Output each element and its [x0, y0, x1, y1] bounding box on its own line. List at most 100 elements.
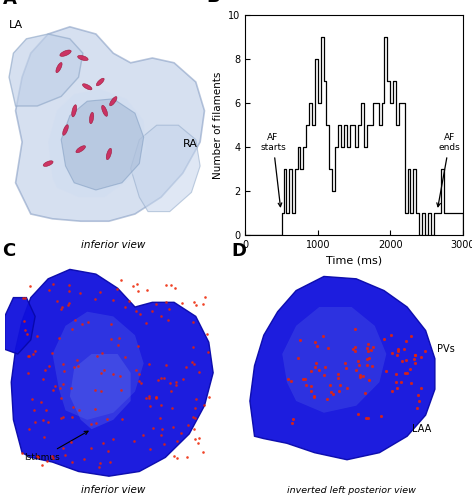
- Point: [98, 350, 105, 358]
- Point: [37, 398, 44, 406]
- Point: [31, 406, 38, 414]
- Point: [50, 454, 57, 462]
- Polygon shape: [70, 354, 131, 429]
- Point: [360, 372, 367, 380]
- Point: [129, 282, 136, 290]
- Point: [200, 401, 208, 409]
- Point: [65, 281, 72, 289]
- Point: [190, 343, 197, 351]
- Text: RA: RA: [183, 140, 198, 149]
- Point: [402, 356, 410, 364]
- Point: [179, 375, 186, 383]
- Point: [310, 392, 318, 400]
- Point: [60, 367, 68, 375]
- Point: [195, 368, 202, 376]
- Point: [190, 298, 198, 306]
- Text: inverted left posterior view: inverted left posterior view: [287, 486, 416, 494]
- Point: [204, 348, 211, 356]
- Point: [355, 361, 363, 369]
- Point: [354, 357, 362, 365]
- Point: [160, 440, 168, 448]
- Text: C: C: [2, 242, 16, 260]
- Point: [398, 358, 406, 366]
- Point: [157, 312, 165, 320]
- Ellipse shape: [60, 50, 71, 56]
- Point: [50, 280, 57, 287]
- Point: [307, 388, 315, 396]
- Point: [74, 356, 81, 364]
- Point: [95, 462, 103, 470]
- Point: [71, 316, 78, 324]
- Point: [312, 358, 320, 366]
- Point: [193, 394, 200, 402]
- Point: [68, 458, 76, 466]
- Point: [326, 381, 334, 389]
- Point: [100, 366, 108, 374]
- Point: [116, 334, 123, 342]
- Point: [40, 433, 47, 441]
- Point: [157, 401, 165, 409]
- Point: [365, 340, 372, 348]
- Point: [170, 452, 178, 460]
- Point: [68, 325, 76, 333]
- Point: [116, 372, 124, 380]
- Point: [61, 452, 69, 460]
- Text: LAA: LAA: [412, 424, 431, 434]
- Point: [59, 380, 67, 388]
- Point: [107, 334, 115, 342]
- X-axis label: Time (ms): Time (ms): [326, 256, 382, 266]
- Point: [93, 419, 100, 427]
- Point: [406, 366, 414, 374]
- Point: [53, 296, 60, 304]
- Point: [354, 410, 362, 418]
- Text: AF
starts: AF starts: [260, 133, 286, 206]
- Point: [388, 350, 396, 358]
- Ellipse shape: [72, 104, 76, 117]
- Point: [315, 366, 323, 374]
- Point: [135, 342, 142, 350]
- Point: [203, 330, 211, 338]
- Point: [162, 361, 169, 369]
- Point: [182, 364, 190, 372]
- Y-axis label: Number of filaments: Number of filaments: [213, 72, 223, 178]
- Point: [59, 444, 67, 452]
- Point: [364, 414, 371, 422]
- Ellipse shape: [56, 62, 62, 72]
- Point: [65, 287, 73, 295]
- Point: [130, 436, 138, 444]
- Point: [407, 332, 415, 340]
- Point: [388, 387, 396, 395]
- Point: [67, 384, 75, 392]
- Point: [192, 404, 199, 412]
- Ellipse shape: [76, 146, 85, 152]
- Point: [21, 326, 29, 334]
- Point: [190, 425, 198, 433]
- Point: [311, 338, 319, 346]
- Point: [121, 303, 129, 311]
- Point: [417, 384, 425, 392]
- Point: [78, 320, 86, 328]
- Point: [58, 414, 65, 422]
- Point: [334, 370, 341, 378]
- Point: [194, 440, 202, 448]
- Point: [55, 334, 62, 342]
- Point: [31, 347, 39, 355]
- Point: [49, 452, 56, 460]
- Point: [140, 430, 147, 438]
- Polygon shape: [52, 312, 143, 420]
- Point: [169, 423, 177, 431]
- Point: [143, 320, 150, 328]
- Point: [92, 295, 99, 303]
- Point: [109, 436, 116, 444]
- Point: [97, 459, 104, 467]
- Point: [173, 438, 180, 446]
- Text: B: B: [206, 0, 220, 6]
- Point: [38, 460, 46, 468]
- Point: [166, 305, 173, 313]
- Point: [80, 455, 88, 463]
- Point: [394, 346, 401, 354]
- Point: [351, 346, 359, 354]
- Point: [392, 378, 400, 386]
- Ellipse shape: [106, 148, 111, 160]
- Point: [28, 395, 36, 403]
